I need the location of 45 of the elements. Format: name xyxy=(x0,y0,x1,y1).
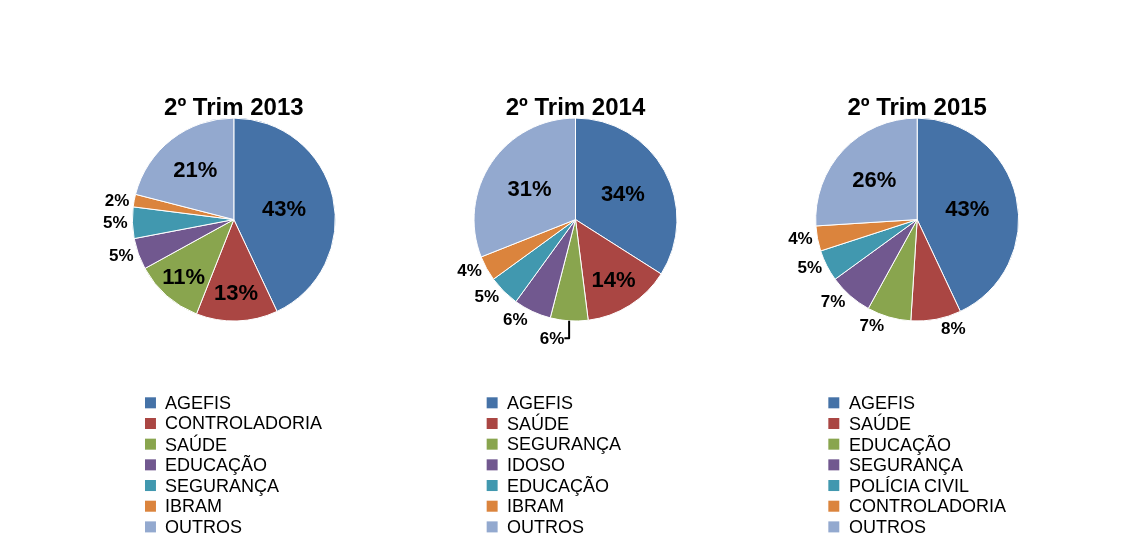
legend-label: OUTROS xyxy=(165,517,243,537)
data-label: 26% xyxy=(852,166,897,192)
legend-label: EDUCAÇÃO xyxy=(849,434,952,455)
legend-label: SEGURANÇA xyxy=(849,455,964,475)
legend-label: EDUCAÇÃO xyxy=(165,454,268,475)
data-label: 2% xyxy=(104,190,130,210)
legend-label: SAÚDE xyxy=(165,434,228,455)
chart-title: 2º Trim 2014 xyxy=(505,93,646,121)
data-label: 6% xyxy=(502,309,528,329)
data-label: 4% xyxy=(788,229,813,249)
data-label: 13% xyxy=(214,279,259,305)
data-label: 14% xyxy=(591,267,636,293)
data-label: 6% xyxy=(539,328,565,348)
data-label: 11% xyxy=(162,263,206,289)
legend-label: SAÚDE xyxy=(507,413,570,434)
legend-label: IBRAM xyxy=(165,496,223,516)
legend-label: EDUCAÇÃO xyxy=(507,475,610,496)
data-label: 5% xyxy=(797,258,822,278)
chart-title: 2º Trim 2015 xyxy=(847,93,987,121)
legend-label: POLÍCIA CIVIL xyxy=(849,476,970,496)
data-label: 43% xyxy=(945,195,990,221)
data-label: 43% xyxy=(261,195,306,221)
data-label: 7% xyxy=(820,291,846,311)
legend-label: IBRAM xyxy=(507,496,565,516)
data-label: 5% xyxy=(474,286,499,306)
data-label: 31% xyxy=(507,175,552,201)
legend-label: OUTROS xyxy=(849,517,927,537)
data-label: 7% xyxy=(859,316,885,336)
data-label: 21% xyxy=(173,157,218,183)
legend-label: AGEFIS xyxy=(507,393,574,413)
legend-label: CONTROLADORIA xyxy=(849,496,1007,516)
data-label: 4% xyxy=(457,261,482,281)
legend-label: CONTROLADORIA xyxy=(165,413,323,433)
legend-label: SEGURANÇA xyxy=(165,476,280,496)
data-label: 5% xyxy=(103,213,128,233)
legend-label: SAÚDE xyxy=(849,413,912,434)
legend-label: OUTROS xyxy=(507,517,585,537)
data-label: 34% xyxy=(600,181,645,207)
data-label: 5% xyxy=(109,245,134,265)
data-label: 8% xyxy=(940,318,966,338)
legend-label: IDOSO xyxy=(507,455,566,475)
legend-label: SEGURANÇA xyxy=(507,434,622,454)
legend-label: AGEFIS xyxy=(849,393,916,413)
legend-label: AGEFIS xyxy=(165,393,232,413)
chart-title: 2º Trim 2013 xyxy=(164,93,304,121)
